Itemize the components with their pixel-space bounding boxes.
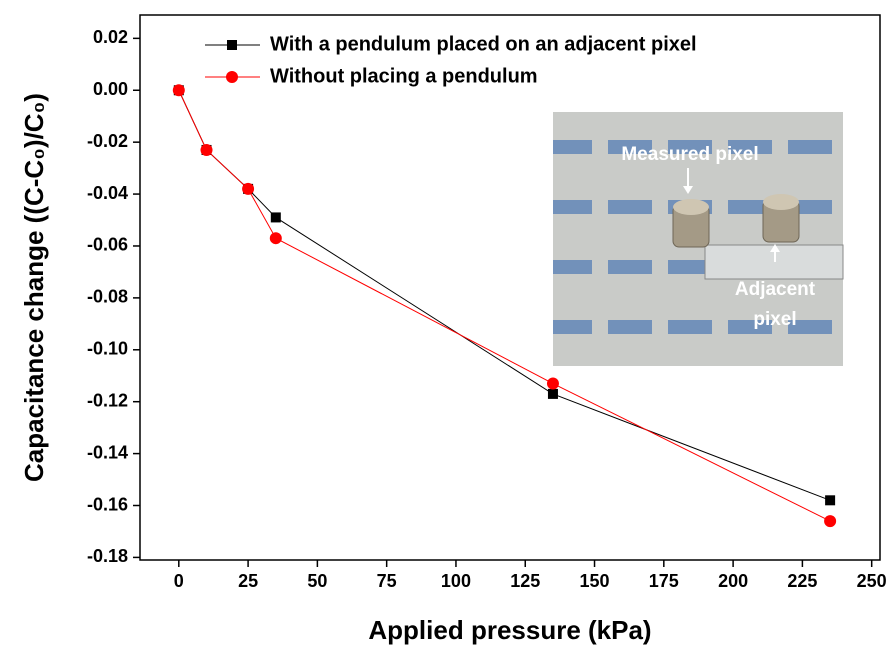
legend-marker [226,71,238,83]
x-tick-label: 125 [510,571,540,591]
x-tick-label: 200 [718,571,748,591]
y-tick-label: -0.14 [87,442,128,462]
inset-label: Adjacent [735,279,816,300]
point [269,232,282,245]
legend-label: Without placing a pendulum [270,65,538,87]
y-tick-label: -0.16 [87,494,128,514]
inset-photo [553,112,844,366]
x-tick-label: 175 [649,571,679,591]
y-tick-label: -0.02 [87,131,128,151]
x-tick-label: 50 [307,571,327,591]
y-axis-title: Capacitance change ((C-C₀)/C₀) [19,93,49,482]
x-axis-title: Applied pressure (kPa) [368,615,651,645]
point [270,212,281,223]
point [172,84,185,97]
x-tick-label: 225 [787,571,817,591]
y-tick-label: -0.06 [87,235,128,255]
legend-label: With a pendulum placed on an adjacent pi… [270,33,697,55]
point [242,182,255,195]
legend-marker [227,40,237,50]
x-tick-label: 0 [174,571,184,591]
point [825,495,836,506]
inset-label: Measured pixel [621,144,758,165]
point [547,388,558,399]
point [200,143,213,156]
x-tick-label: 75 [377,571,397,591]
y-tick-label: -0.10 [87,339,128,359]
plot-frame [139,14,881,561]
point [546,377,559,390]
inset-label: pixel [753,309,796,330]
y-tick-label: -0.18 [87,546,128,566]
y-tick-label: -0.08 [87,287,128,307]
y-tick-label: 0.00 [93,79,128,99]
x-tick-label: 250 [857,571,887,591]
x-tick-label: 25 [238,571,258,591]
x-tick-label: 100 [441,571,471,591]
y-tick-label: -0.12 [87,390,128,410]
series-line [178,90,831,522]
point [824,515,837,528]
y-tick-label: -0.04 [87,183,128,203]
y-tick-label: 0.02 [93,27,128,47]
x-tick-label: 150 [580,571,610,591]
